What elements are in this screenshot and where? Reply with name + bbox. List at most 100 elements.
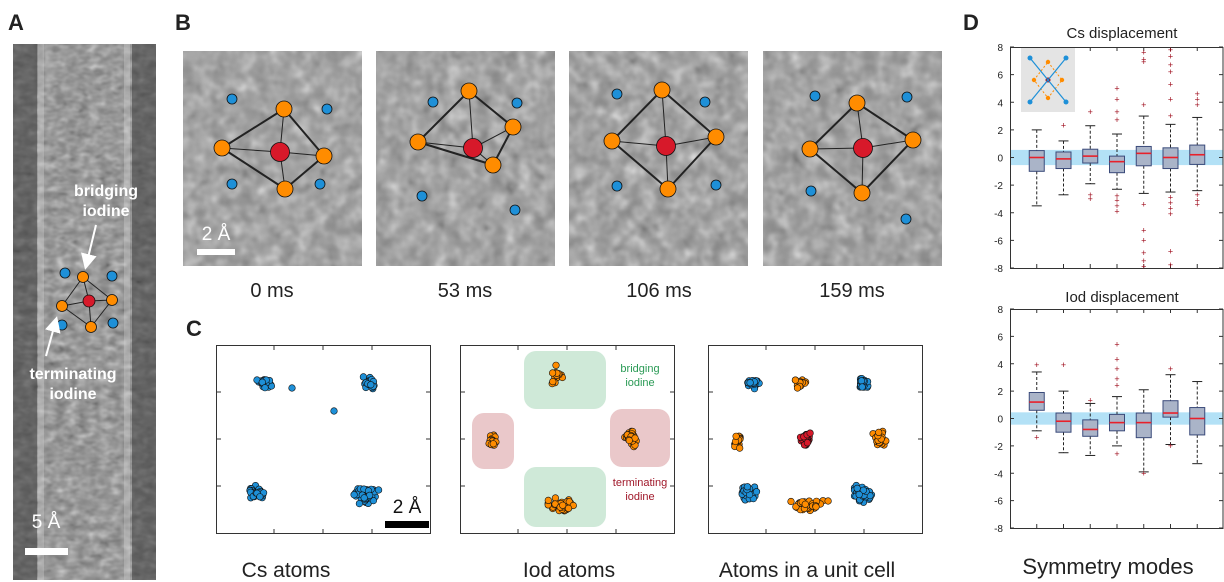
scatter-point xyxy=(806,429,814,437)
panel-a-letter: A xyxy=(8,10,24,35)
octahedron-edge xyxy=(667,136,717,190)
frame-time-1: 53 ms xyxy=(438,280,492,302)
unit-cell-plot xyxy=(708,345,923,534)
center-atom xyxy=(270,142,290,162)
scatter-point xyxy=(853,484,861,492)
scatter-point xyxy=(812,503,820,511)
iodine-atom xyxy=(653,81,671,99)
panel-d-charts: 86420-2-4-6-8+++++++++++++++++++++++++++… xyxy=(994,43,1224,535)
terminating-iodine-region xyxy=(610,409,670,467)
outlier: + xyxy=(1114,355,1119,365)
octahedron-edge xyxy=(856,102,914,141)
cs-atoms-plot xyxy=(216,345,431,534)
outlier: + xyxy=(1114,195,1119,205)
outlier: + xyxy=(1034,360,1039,370)
iodine-atom xyxy=(603,132,621,150)
cs-atom xyxy=(509,204,521,216)
frame-time-3: 159 ms xyxy=(819,280,885,302)
bridging-iodine-region xyxy=(524,351,606,409)
symmetry-modes-label: Symmetry modes xyxy=(1022,554,1193,579)
outlier: + xyxy=(1141,54,1146,64)
stem-frame-0 xyxy=(183,51,362,266)
bridging-iodine-label-c: bridging xyxy=(620,363,659,375)
octahedron-edge xyxy=(611,89,663,142)
scatter-point xyxy=(752,488,761,496)
scatter-point xyxy=(288,384,296,392)
stem-frame-3 xyxy=(763,51,942,266)
octahedron-edge xyxy=(861,139,914,194)
scatter-point xyxy=(564,504,573,512)
panel-c-scatter xyxy=(216,345,923,534)
outlier: + xyxy=(1114,94,1119,104)
scatter-point xyxy=(350,491,358,499)
iodine-atom xyxy=(659,180,677,198)
scatter-point xyxy=(559,501,567,509)
cs-displacement-chart: 86420-2-4-6-8+++++++++++++++++++++++++++… xyxy=(994,43,1224,275)
iod-atoms-plot xyxy=(460,345,675,534)
cs-atom xyxy=(226,93,238,105)
scatter-point xyxy=(732,432,740,440)
outlier: + xyxy=(1114,191,1119,201)
panel-b-letter: B xyxy=(175,10,191,35)
outlier: + xyxy=(1195,199,1200,209)
scatter-point xyxy=(375,486,383,494)
scatter-point xyxy=(552,361,560,369)
panel-d-letter: D xyxy=(963,10,979,35)
frame-noise xyxy=(763,51,942,266)
y-tick-label: 0 xyxy=(997,154,1003,165)
y-tick-label: -2 xyxy=(994,442,1003,453)
outlier: + xyxy=(1114,449,1119,459)
caption-iod-atoms: Iod atoms xyxy=(523,559,615,582)
outlier: + xyxy=(1168,67,1173,77)
scatter-point xyxy=(858,383,866,391)
outlier: + xyxy=(1114,201,1119,211)
scatter-point xyxy=(875,428,883,436)
outlier: + xyxy=(1088,396,1093,406)
stem-frame-2 xyxy=(569,51,748,266)
outlier: + xyxy=(1034,433,1039,443)
iodine-atom xyxy=(460,82,478,100)
panel-a-scale-label: 5 Å xyxy=(32,512,61,533)
scatter-point xyxy=(355,500,363,508)
iodine-atom xyxy=(213,139,231,157)
outlier: + xyxy=(1168,441,1173,451)
y-tick-label: -8 xyxy=(994,524,1003,535)
octahedron-edge xyxy=(417,90,470,143)
panel-a-atoms xyxy=(56,267,119,333)
stem-frame-1 xyxy=(376,51,555,266)
cs-atom xyxy=(901,91,913,103)
box xyxy=(1135,145,1152,167)
octahedron-edge xyxy=(809,102,858,150)
iodine-atom xyxy=(315,147,333,165)
iodine-atom xyxy=(848,94,866,112)
y-tick-label: 6 xyxy=(997,71,1003,82)
outlier: + xyxy=(1168,260,1173,270)
cs-atom xyxy=(321,103,333,115)
octahedron-edge xyxy=(221,147,286,190)
cs-atom xyxy=(900,213,912,225)
outlier: + xyxy=(1168,246,1173,256)
octahedron-edge xyxy=(417,141,494,166)
y-tick-label: -4 xyxy=(994,209,1003,220)
y-tick-label: 2 xyxy=(997,387,1003,398)
scatter-point xyxy=(793,384,802,392)
bridging-arrow xyxy=(81,224,97,270)
outlier: + xyxy=(1114,381,1119,391)
scatter-point xyxy=(792,503,800,511)
y-tick-label: 0 xyxy=(997,415,1003,426)
box xyxy=(1055,151,1072,170)
outlier: + xyxy=(1168,52,1173,62)
terminating-iodine-label-c-2: iodine xyxy=(625,491,654,503)
panel-a-scale-bar xyxy=(25,548,68,555)
iod-displacement-title: Iod displacement xyxy=(1065,289,1179,306)
outlier: + xyxy=(1061,360,1066,370)
cs-atom xyxy=(805,185,817,197)
iodine-atom xyxy=(276,180,294,198)
bridging-iodine-label-a: bridging xyxy=(74,183,138,200)
octahedron-edge xyxy=(468,90,514,128)
frame-noise xyxy=(183,51,362,266)
scatter-point xyxy=(549,377,557,386)
scatter-point xyxy=(736,444,744,452)
scatter-point xyxy=(824,497,832,505)
y-tick-label: -4 xyxy=(994,469,1003,480)
